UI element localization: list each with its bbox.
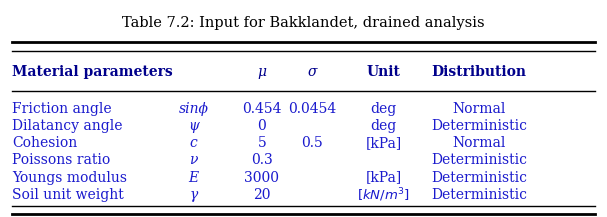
Text: Normal: Normal <box>452 136 506 150</box>
Text: sinϕ: sinϕ <box>178 102 208 116</box>
Text: Soil unit weight: Soil unit weight <box>12 188 124 202</box>
Text: Deterministic: Deterministic <box>431 188 527 202</box>
Text: 0: 0 <box>257 119 266 133</box>
Text: deg: deg <box>371 102 397 116</box>
Text: ν: ν <box>189 153 198 167</box>
Text: deg: deg <box>371 119 397 133</box>
Text: 0.454: 0.454 <box>242 102 282 116</box>
Text: Deterministic: Deterministic <box>431 119 527 133</box>
Text: 0.5: 0.5 <box>302 136 324 150</box>
Text: Deterministic: Deterministic <box>431 153 527 167</box>
Text: ψ: ψ <box>188 119 199 133</box>
Text: 0.0454: 0.0454 <box>288 102 336 116</box>
Text: 5: 5 <box>257 136 266 150</box>
Text: Normal: Normal <box>452 102 506 116</box>
Text: Friction angle: Friction angle <box>12 102 112 116</box>
Text: γ: γ <box>189 188 197 202</box>
Text: Poissons ratio: Poissons ratio <box>12 153 110 167</box>
Text: [kPa]: [kPa] <box>365 136 402 150</box>
Text: [kPa]: [kPa] <box>365 171 402 184</box>
Text: 3000: 3000 <box>245 171 279 184</box>
Text: 20: 20 <box>253 188 271 202</box>
Text: Deterministic: Deterministic <box>431 171 527 184</box>
Text: Cohesion: Cohesion <box>12 136 77 150</box>
Text: Unit: Unit <box>367 65 401 79</box>
Text: Youngs modulus: Youngs modulus <box>12 171 127 184</box>
Text: $[kN/m^3]$: $[kN/m^3]$ <box>358 186 410 204</box>
Text: Table 7.2: Input for Bakklandet, drained analysis: Table 7.2: Input for Bakklandet, drained… <box>122 16 485 30</box>
Text: 0.3: 0.3 <box>251 153 273 167</box>
Text: Material parameters: Material parameters <box>12 65 173 79</box>
Text: Dilatancy angle: Dilatancy angle <box>12 119 123 133</box>
Text: E: E <box>188 171 198 184</box>
Text: σ: σ <box>308 65 317 79</box>
Text: μ: μ <box>257 65 266 79</box>
Text: c: c <box>189 136 197 150</box>
Text: Distribution: Distribution <box>432 65 526 79</box>
